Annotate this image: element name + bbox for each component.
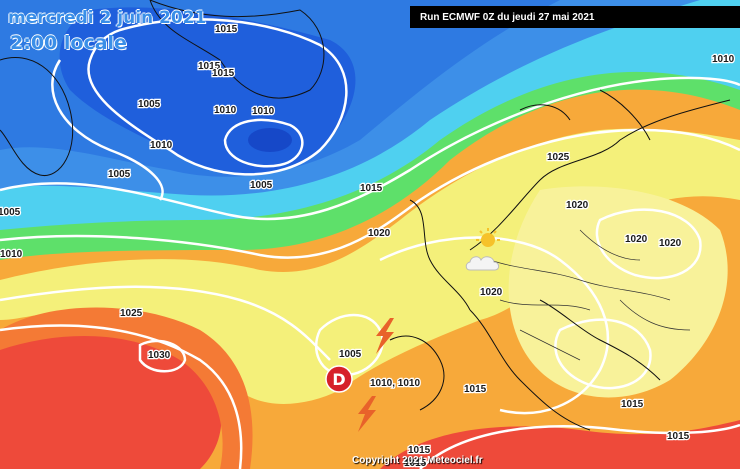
isobar-label: 1015: [198, 61, 221, 72]
isobar-label: 1010: [214, 105, 237, 116]
isobar-label: 1015: [464, 384, 487, 395]
isobar-label: 1015: [667, 431, 690, 442]
copyright: Copyright 2021 Meteociel.fr: [352, 455, 483, 466]
isobar-label: 1020: [659, 238, 682, 249]
isobar-label: 1015: [360, 183, 383, 194]
lightning-icon: [358, 396, 376, 432]
isobar-label: 1005: [339, 349, 362, 360]
sun-icon: [476, 228, 500, 247]
isobar-label: 1015: [621, 399, 644, 410]
isobar-label: 1015: [404, 458, 427, 469]
isobar-label: 1015: [408, 445, 431, 456]
isobar-label: 1015: [212, 68, 235, 79]
isobar-label: 1020: [480, 287, 503, 298]
isobar-label: 1010: [712, 54, 735, 65]
isobar-label: 1010: [0, 249, 23, 260]
forecast-time: 2:00 locale: [10, 32, 127, 54]
isobar-label: 1010: [252, 106, 275, 117]
forecast-date: mercredi 2 juin 2021: [8, 8, 207, 28]
model-run-banner: Run ECMWF 0Z du jeudi 27 mai 2021: [410, 6, 740, 28]
isobar-label: 1005: [0, 207, 21, 218]
isobar-label: 1025: [547, 152, 570, 163]
isobar-label: 1020: [625, 234, 648, 245]
isobar-label: 1020: [566, 200, 589, 211]
isobar-label: 1030: [148, 350, 171, 361]
isobar-label: 1020: [368, 228, 391, 239]
isobar-label: 1010: [150, 140, 173, 151]
low-pressure-label: D: [332, 370, 345, 389]
isobar-label: 1005: [250, 180, 273, 191]
lightning-icon: [376, 318, 394, 354]
cloud-icon: [465, 256, 500, 271]
isobar-label: 1025: [120, 308, 143, 319]
isobar-label: 1005: [138, 99, 161, 110]
isobar-label: 1005: [108, 169, 131, 180]
low-pressure-icon: D: [325, 365, 353, 393]
isobar-label: 1015: [215, 24, 238, 35]
isobar-label: 1010, 1010: [370, 378, 420, 389]
